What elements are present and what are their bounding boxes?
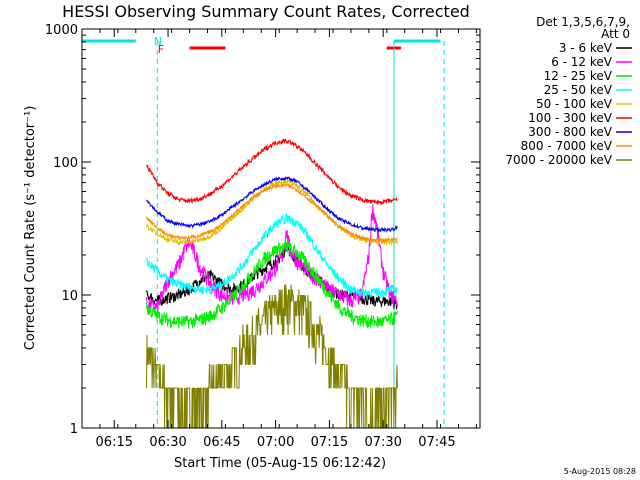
legend-entry-6: 300 - 800 keV (528, 125, 612, 139)
x-tick-label-1: 06:30 (149, 435, 186, 450)
series-line-5 (146, 138, 398, 206)
legend-entry-5: 100 - 300 keV (528, 111, 612, 125)
x-tick-label-2: 06:45 (203, 435, 240, 450)
series-line-8 (146, 284, 398, 429)
y-tick-label-3: 1000 (45, 23, 78, 38)
series-line-7 (146, 182, 398, 244)
axes: 06:15 06:30 06:45 07:00 07:15 07:30 07:45 1 10 10… (45, 23, 480, 450)
x-tick-label-0: 06:15 (96, 435, 133, 450)
legend-entry-2: 12 - 25 keV (544, 69, 613, 83)
x-tick-label-6: 07:45 (418, 435, 455, 450)
legend-entry-7: 800 - 7000 keV (521, 139, 613, 153)
legend-entry-8: 7000 - 20000 keV (505, 153, 612, 167)
x-tick-label-4: 07:15 (311, 435, 348, 450)
x-axis-label: Start Time (05-Aug-15 06:12:42) (174, 456, 386, 471)
night-flag-label: N (154, 35, 162, 48)
series-line-4 (146, 178, 398, 247)
legend-entry-4: 50 - 100 keV (536, 97, 613, 111)
y-tick-label-1: 10 (61, 289, 78, 304)
legend-header-attenuator: Att 0 (601, 27, 630, 41)
legend-entry-1: 6 - 12 keV (551, 55, 613, 69)
timestamp: 5-Aug-2015 08:28 (564, 467, 636, 476)
series-line-1 (146, 204, 398, 315)
flare-flag-label: F (158, 43, 164, 56)
plot-frame (81, 28, 481, 429)
series-line-2 (146, 240, 398, 329)
legend-entry-3: 25 - 50 keV (544, 83, 613, 97)
series-line-6 (146, 175, 398, 234)
x-tick-label-5: 07:30 (364, 435, 401, 450)
y-tick-label-2: 100 (53, 156, 78, 171)
series-lines (146, 138, 398, 429)
chart-title: HESSI Observing Summary Count Rates, Cor… (62, 2, 470, 21)
series-line-3 (146, 213, 398, 299)
legend-entry-0: 3 - 6 keV (559, 41, 613, 55)
y-axis-label: Corrected Count Rate (s⁻¹ detector⁻¹) (23, 106, 38, 351)
legend-header-detectors: Det 1,3,5,6,7,9, (536, 15, 630, 29)
y-tick-label-0: 1 (70, 422, 78, 437)
x-tick-label-3: 07:00 (257, 435, 294, 450)
